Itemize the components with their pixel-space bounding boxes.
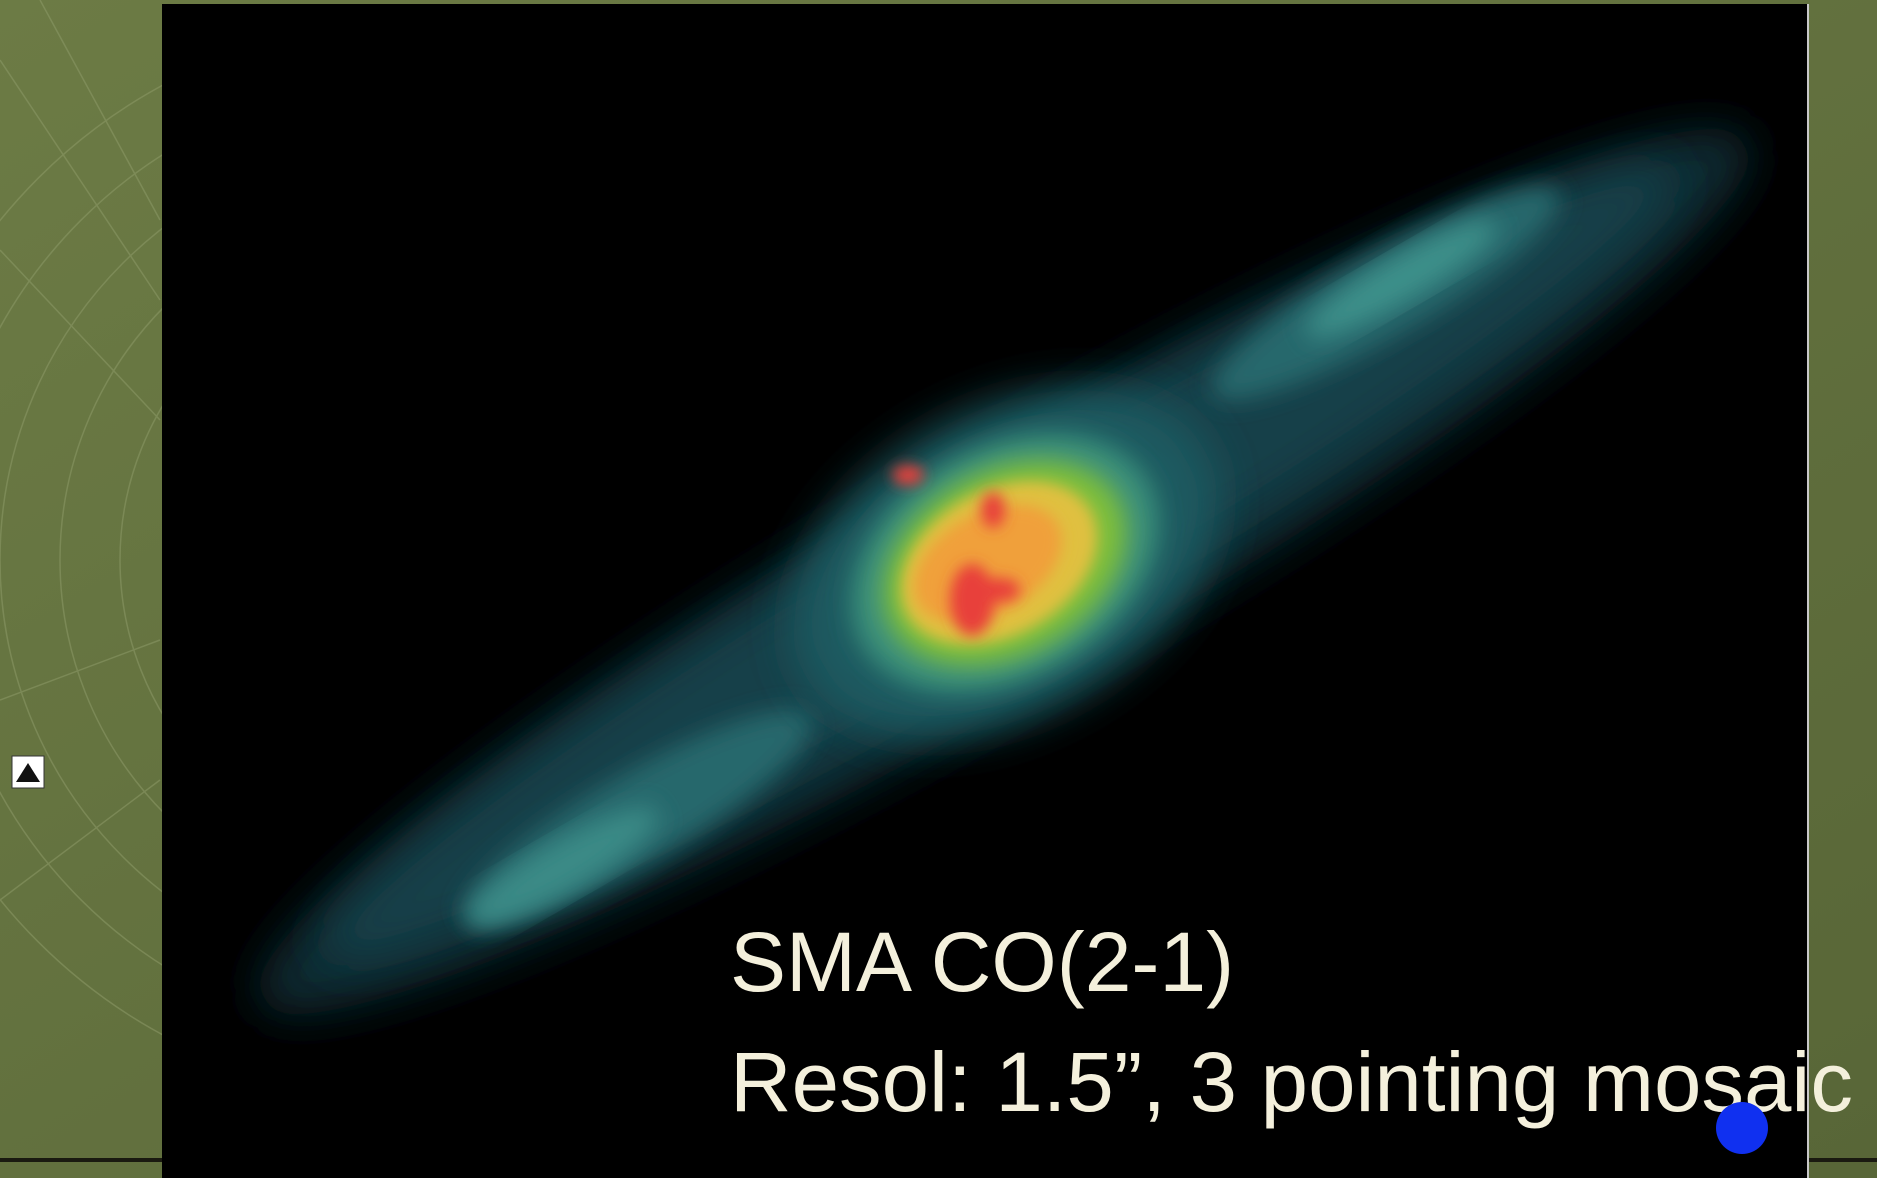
slide-canvas: SMA CO(2-1) Resol: 1.5”, 3 pointing mosa… — [0, 0, 1877, 1178]
cursor-dot — [1716, 1102, 1768, 1154]
caption-line: SMA CO(2-1) — [730, 915, 1234, 1009]
slide: SMA CO(2-1) Resol: 1.5”, 3 pointing mosa… — [0, 0, 1877, 1178]
panel-edge — [1807, 4, 1809, 1178]
caption-line: Resol: 1.5”, 3 pointing mosaic — [730, 1035, 1853, 1129]
nav-button[interactable] — [12, 756, 44, 788]
